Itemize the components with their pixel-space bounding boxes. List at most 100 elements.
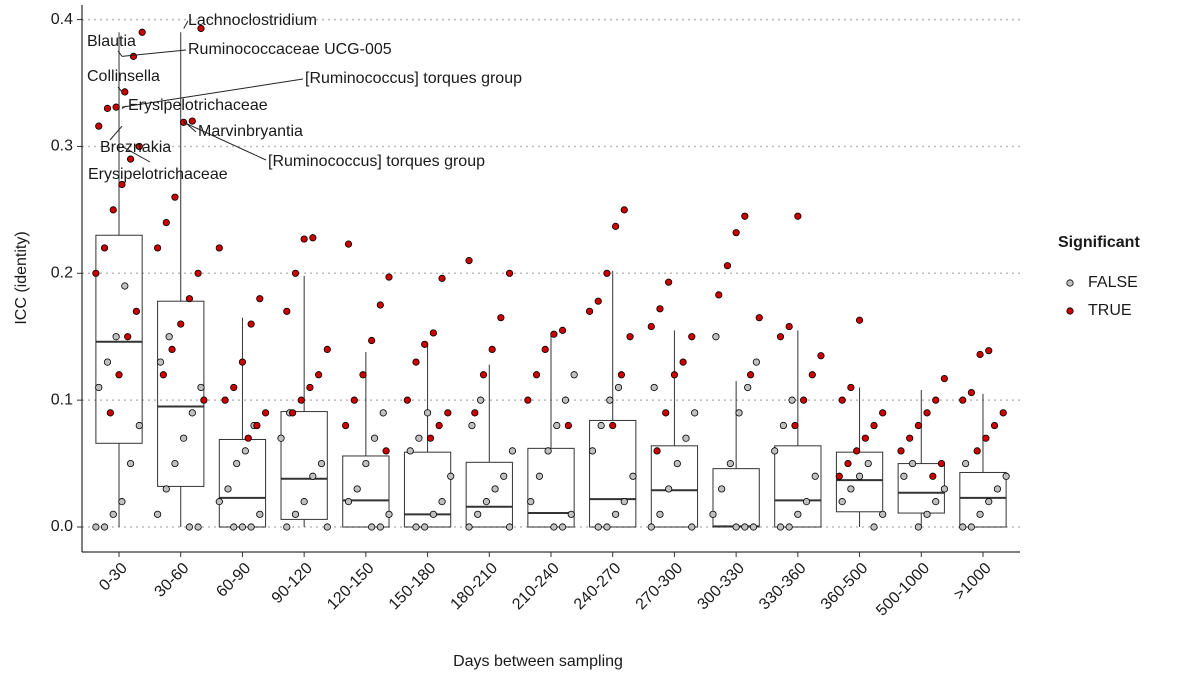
point — [368, 523, 376, 531]
point — [126, 155, 135, 163]
point — [914, 421, 922, 430]
point — [679, 358, 687, 366]
point — [256, 295, 264, 303]
point — [532, 371, 541, 379]
point — [785, 523, 793, 531]
point — [376, 301, 384, 309]
point — [100, 523, 109, 531]
point — [368, 336, 376, 345]
point — [106, 409, 114, 417]
point — [835, 472, 843, 480]
box — [527, 447, 575, 528]
point — [121, 88, 129, 96]
point — [993, 485, 1002, 493]
point — [112, 103, 120, 111]
point — [238, 523, 247, 531]
point — [291, 510, 300, 518]
y-tick-label: 0.4 — [51, 11, 73, 28]
point — [588, 447, 597, 455]
point — [505, 269, 514, 277]
y-axis-title: ICC (identity) — [13, 231, 30, 324]
annotation-leader — [121, 146, 151, 163]
point — [121, 282, 129, 290]
point — [115, 371, 123, 379]
point — [171, 193, 179, 201]
point — [653, 447, 661, 455]
point — [100, 244, 109, 252]
point — [153, 510, 162, 518]
point — [847, 485, 855, 493]
point — [421, 523, 429, 531]
annotation: Erysipelotrichaceae — [88, 166, 228, 183]
point — [879, 409, 887, 417]
point — [914, 523, 922, 531]
point — [508, 447, 517, 455]
point — [362, 459, 370, 468]
annotation: Breznakia — [100, 139, 171, 156]
point — [177, 320, 185, 328]
point — [323, 523, 331, 531]
point — [238, 358, 247, 366]
box — [280, 411, 328, 520]
point — [940, 485, 949, 493]
point — [967, 388, 976, 397]
point — [564, 421, 572, 430]
point — [620, 498, 628, 506]
point — [959, 396, 967, 404]
point — [665, 485, 673, 493]
point — [200, 396, 208, 404]
annotation-leader — [117, 86, 123, 93]
point — [932, 396, 940, 404]
point — [171, 459, 179, 468]
point — [855, 472, 864, 480]
point — [550, 523, 558, 531]
point — [421, 340, 429, 348]
point — [1002, 472, 1010, 480]
point — [603, 269, 611, 277]
point — [277, 434, 285, 442]
x-tick-label: 300-330 — [694, 560, 748, 614]
point — [135, 142, 143, 151]
point — [194, 269, 202, 277]
box — [403, 451, 452, 528]
point — [95, 122, 103, 130]
point — [406, 447, 414, 455]
point — [423, 409, 432, 417]
point — [477, 396, 485, 404]
point — [732, 523, 740, 531]
point — [438, 274, 446, 282]
legend-label: TRUE — [1088, 302, 1132, 319]
point — [567, 510, 575, 518]
point — [197, 383, 205, 392]
annotation-leader — [121, 49, 187, 57]
point — [603, 523, 611, 531]
point — [168, 345, 176, 354]
point — [561, 396, 570, 404]
annotation: Ruminococcaceae UCG-005 — [188, 41, 392, 58]
point — [712, 333, 720, 341]
point — [626, 333, 634, 341]
point — [165, 333, 173, 341]
point — [940, 374, 949, 383]
point — [791, 421, 799, 430]
point — [92, 269, 100, 277]
point — [224, 485, 232, 493]
point — [482, 498, 490, 506]
point — [112, 333, 120, 341]
point — [435, 421, 443, 430]
point — [541, 345, 549, 354]
point — [612, 222, 620, 230]
point — [844, 459, 852, 468]
point — [309, 234, 317, 242]
point — [403, 396, 411, 404]
legend-title: Significant — [1058, 234, 1140, 251]
point — [342, 421, 350, 430]
point — [629, 472, 637, 480]
point — [776, 333, 785, 341]
point — [838, 498, 846, 506]
x-tick-label: 30-60 — [152, 560, 193, 601]
point — [109, 206, 117, 214]
x-tick-label: 180-210 — [448, 560, 502, 614]
box — [959, 471, 1007, 528]
